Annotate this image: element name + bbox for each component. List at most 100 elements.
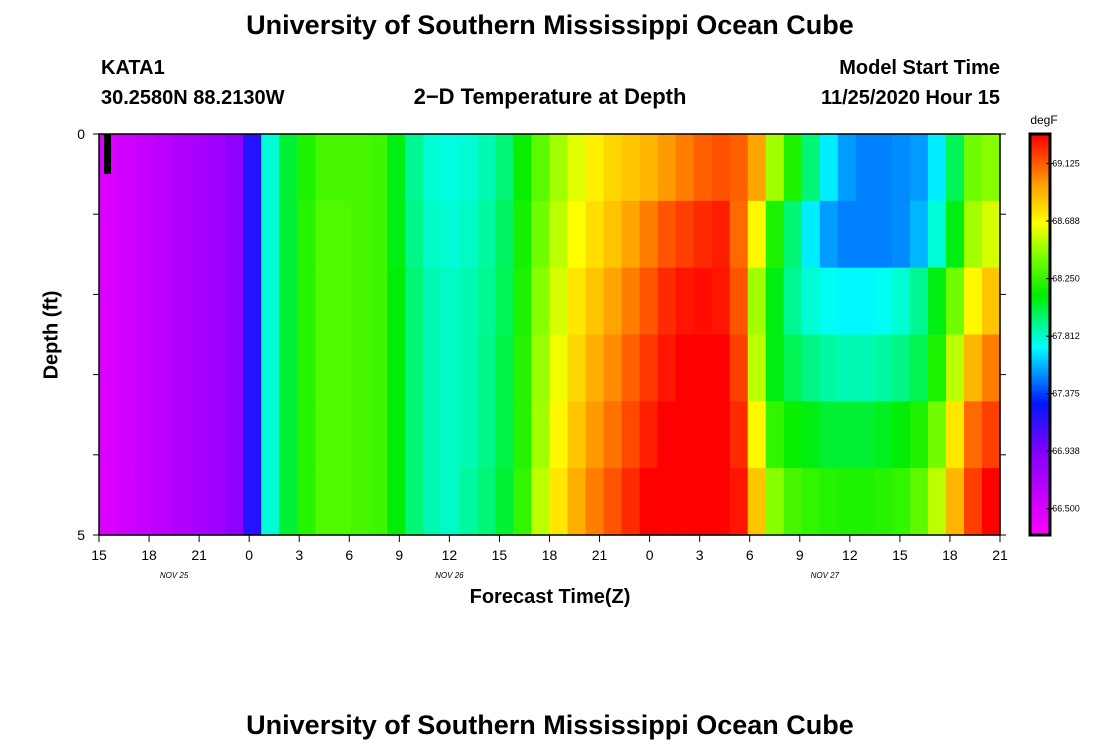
colorbar-segment (1030, 392, 1050, 396)
heatmap-cell (153, 134, 172, 202)
colorbar-segment (1030, 424, 1050, 428)
colorbar-segment (1030, 339, 1050, 343)
colorbar-segment (1030, 342, 1050, 346)
colorbar-tick-label: 67.812 (1052, 331, 1080, 341)
heatmap-cell (297, 134, 316, 202)
colorbar-tick-label: 69.125 (1052, 159, 1080, 169)
colorbar-segment (1030, 477, 1050, 481)
heatmap-cell (297, 334, 316, 402)
heatmap-cell (693, 468, 713, 536)
heatmap-cell (693, 401, 713, 469)
x-tick-label: 6 (345, 547, 353, 563)
x-tick-label: 3 (295, 547, 303, 563)
heatmap-cell (801, 134, 821, 202)
heatmap-cell (603, 401, 623, 469)
heatmap-cell (621, 468, 641, 536)
colorbar-segment (1030, 319, 1050, 323)
heatmap-cell (945, 468, 965, 536)
colorbar-segment (1030, 452, 1050, 456)
colorbar-tick-label: 67.375 (1052, 389, 1080, 399)
heatmap-cell (351, 468, 370, 536)
heatmap-cell (99, 401, 118, 469)
heatmap-cell (981, 334, 1001, 402)
heatmap-cell (405, 401, 424, 469)
heatmap-cell (549, 334, 569, 402)
heatmap-cell (279, 200, 298, 269)
heatmap-cell (945, 334, 965, 402)
colorbar-segment (1030, 234, 1050, 238)
heatmap-cell (171, 468, 190, 536)
heatmap-cell (405, 468, 424, 536)
colorbar-segment (1030, 334, 1050, 338)
heatmap-cell (603, 200, 623, 269)
heatmap-cell (351, 334, 370, 402)
x-tick-label: 21 (592, 547, 608, 563)
heatmap-cell (441, 401, 460, 469)
colorbar-segment (1030, 529, 1050, 534)
colorbar-segment (1030, 169, 1050, 173)
heatmap-cell (963, 334, 983, 402)
colorbar-segment (1030, 394, 1050, 398)
heatmap-cell (855, 267, 875, 336)
heatmap-cell (585, 401, 605, 469)
heatmap-cell (873, 468, 893, 536)
heatmap-cell (153, 200, 172, 269)
y-axis-label: Depth (ft) (40, 290, 63, 380)
colorbar-segment (1030, 149, 1050, 153)
heatmap-cell (783, 200, 803, 269)
colorbar-segment (1030, 449, 1050, 453)
heatmap-cell (765, 200, 785, 269)
colorbar-segment (1030, 492, 1050, 496)
heatmap-cell (513, 401, 533, 469)
heatmap-cell (189, 401, 208, 469)
colorbar-segment (1030, 326, 1050, 331)
heatmap-cell (585, 267, 605, 336)
colorbar-segment (1030, 211, 1050, 215)
heatmap-cell (621, 267, 641, 336)
colorbar-segment (1030, 379, 1050, 383)
heatmap-cell (639, 468, 659, 536)
heatmap-cell (927, 468, 947, 536)
heatmap-cell (459, 267, 479, 336)
current-time-marker (104, 134, 111, 174)
heatmap-cell (477, 267, 497, 336)
colorbar-segment (1030, 354, 1050, 358)
colorbar-segment (1030, 179, 1050, 183)
colorbar-segment (1030, 377, 1050, 381)
heatmap-cell (441, 267, 460, 336)
colorbar-segment (1030, 397, 1050, 401)
colorbar-segment (1030, 402, 1050, 406)
colorbar-segment (1030, 522, 1050, 526)
colorbar-segment (1030, 239, 1050, 243)
heatmap-cell (891, 267, 911, 336)
colorbar-segment (1030, 164, 1050, 168)
colorbar-segment (1030, 352, 1050, 356)
colorbar-segment (1030, 216, 1050, 220)
heatmap-cell (567, 334, 587, 402)
heatmap-cell (495, 134, 515, 202)
heatmap-cell (225, 468, 244, 536)
colorbar-segment (1030, 201, 1050, 205)
heatmap-cell (297, 267, 316, 336)
heatmap-cell (837, 200, 857, 269)
footer-title: University of Southern Mississippi Ocean… (246, 710, 854, 740)
heatmap-cell (333, 134, 352, 202)
heatmap-cell (711, 200, 731, 269)
heatmap-cell (243, 334, 262, 402)
x-tick-label: 18 (141, 547, 157, 563)
heatmap-cell (333, 401, 352, 469)
colorbar-segment (1030, 434, 1050, 438)
heatmap-cell (873, 134, 893, 202)
heatmap-cell (207, 334, 226, 402)
colorbar-tick-label: 68.250 (1052, 274, 1080, 284)
heatmap-cell (711, 134, 731, 202)
heatmap-cell (117, 200, 136, 269)
heatmap-cell (171, 267, 190, 336)
colorbar-segment (1030, 414, 1050, 418)
heatmap-cell (549, 200, 569, 269)
heatmap-cell (171, 200, 190, 269)
heatmap-cell (549, 267, 569, 336)
colorbar-segment (1030, 329, 1050, 333)
colorbar-segment (1030, 286, 1050, 290)
